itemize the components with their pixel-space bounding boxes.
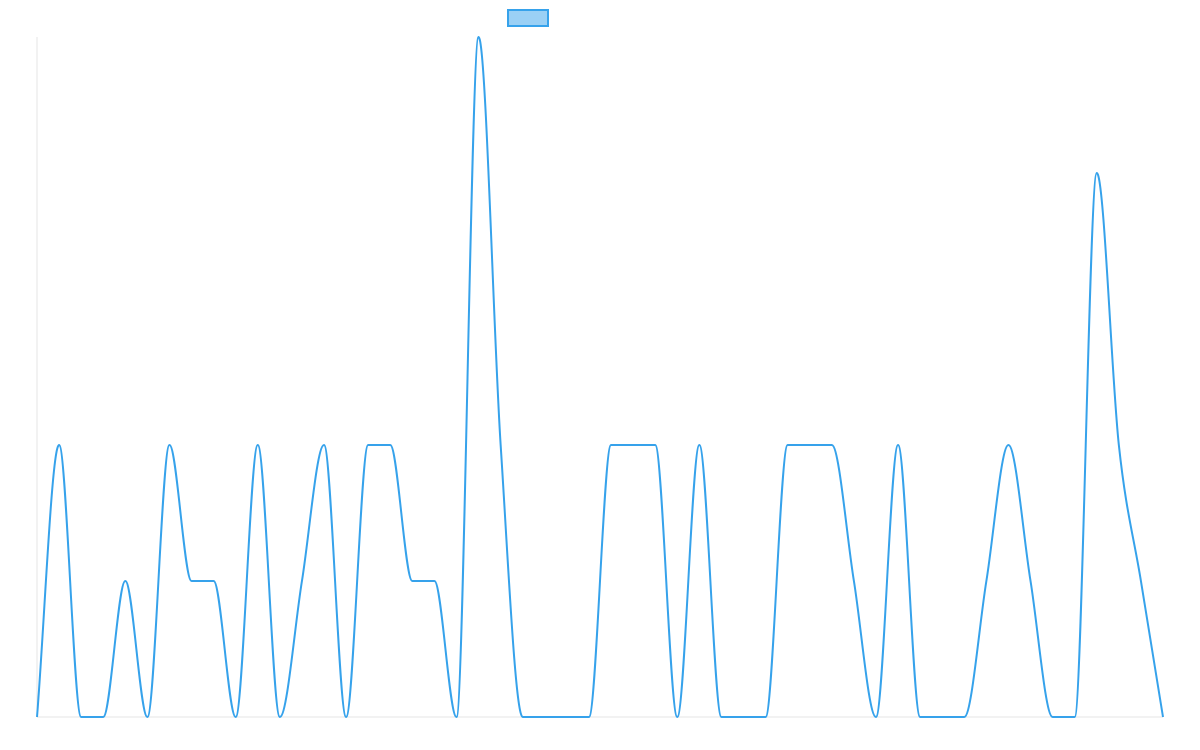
data-point[interactable]	[1004, 441, 1012, 449]
data-point[interactable]	[1071, 713, 1079, 721]
data-point[interactable]	[828, 441, 836, 449]
data-point[interactable]	[430, 577, 438, 585]
data-point[interactable]	[1027, 577, 1035, 585]
data-point[interactable]	[740, 713, 748, 721]
data-point[interactable]	[1115, 441, 1123, 449]
data-point[interactable]	[960, 713, 968, 721]
data-point[interactable]	[1159, 713, 1167, 721]
data-point[interactable]	[1093, 169, 1101, 177]
series-group	[33, 33, 1167, 721]
data-point[interactable]	[673, 713, 681, 721]
data-point[interactable]	[188, 577, 196, 585]
data-point[interactable]	[143, 713, 151, 721]
data-point[interactable]	[1137, 577, 1145, 585]
data-point[interactable]	[894, 441, 902, 449]
data-point[interactable]	[762, 713, 770, 721]
data-point[interactable]	[541, 713, 549, 721]
data-point[interactable]	[364, 441, 372, 449]
data-point[interactable]	[386, 441, 394, 449]
data-point[interactable]	[298, 577, 306, 585]
data-point[interactable]	[254, 441, 262, 449]
data-point[interactable]	[55, 441, 63, 449]
data-point[interactable]	[784, 441, 792, 449]
data-point[interactable]	[651, 441, 659, 449]
data-point[interactable]	[1049, 713, 1057, 721]
data-point[interactable]	[121, 577, 129, 585]
data-point[interactable]	[33, 713, 41, 721]
data-point[interactable]	[607, 441, 615, 449]
data-point[interactable]	[938, 713, 946, 721]
data-point[interactable]	[850, 577, 858, 585]
data-point[interactable]	[497, 441, 505, 449]
data-point[interactable]	[320, 441, 328, 449]
data-point[interactable]	[585, 713, 593, 721]
data-point[interactable]	[475, 33, 483, 41]
data-point[interactable]	[77, 713, 85, 721]
data-point[interactable]	[872, 713, 880, 721]
legend-swatch[interactable]	[507, 9, 549, 27]
data-point[interactable]	[232, 713, 240, 721]
data-point[interactable]	[982, 577, 990, 585]
data-point[interactable]	[210, 577, 218, 585]
data-point[interactable]	[519, 713, 527, 721]
data-point[interactable]	[276, 713, 284, 721]
data-point[interactable]	[99, 713, 107, 721]
data-point[interactable]	[408, 577, 416, 585]
data-point[interactable]	[695, 441, 703, 449]
data-point[interactable]	[452, 713, 460, 721]
data-point[interactable]	[342, 713, 350, 721]
data-point[interactable]	[629, 441, 637, 449]
data-point[interactable]	[717, 713, 725, 721]
data-point[interactable]	[165, 441, 173, 449]
data-point[interactable]	[806, 441, 814, 449]
data-point[interactable]	[563, 713, 571, 721]
data-point[interactable]	[916, 713, 924, 721]
series-line-0	[36, 36, 1164, 719]
